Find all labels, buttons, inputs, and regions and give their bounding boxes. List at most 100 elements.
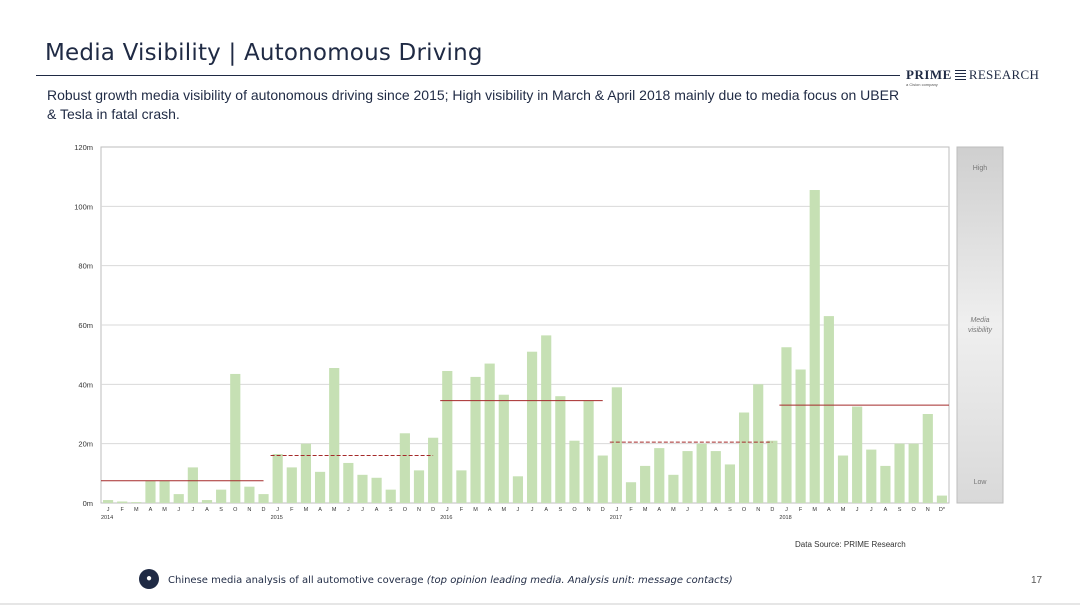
- bar: [668, 475, 678, 503]
- bottom-divider: [0, 603, 1080, 605]
- data-source: Data Source: PRIME Research: [795, 540, 906, 549]
- x-tick-label: N: [587, 507, 591, 513]
- footnote-main: Chinese media analysis of all automotive…: [168, 575, 424, 586]
- x-tick-label: O: [403, 507, 408, 513]
- x-tick-label: M: [162, 507, 167, 513]
- bar: [145, 481, 155, 503]
- x-tick-label: O: [572, 507, 577, 513]
- bar: [188, 467, 198, 503]
- bar: [400, 433, 410, 503]
- scale-middle-label: Media: [970, 317, 989, 324]
- bar: [428, 438, 438, 503]
- x-tick-label: S: [728, 507, 732, 513]
- bar: [810, 190, 820, 503]
- scale-middle-label-2: visibility: [968, 327, 993, 334]
- year-label: 2018: [779, 515, 791, 521]
- x-tick-label: J: [107, 507, 110, 513]
- x-tick-label: M: [643, 507, 648, 513]
- bar: [131, 502, 141, 503]
- bar: [711, 451, 721, 503]
- year-label: 2017: [610, 515, 622, 521]
- bar: [640, 466, 650, 503]
- x-tick-label: O: [233, 507, 238, 513]
- bar: [244, 487, 254, 503]
- x-tick-label: J: [785, 507, 788, 513]
- x-tick-label: A: [375, 507, 379, 513]
- bar: [230, 374, 240, 503]
- bar: [555, 396, 565, 503]
- bar: [838, 456, 848, 503]
- visibility-scale-panel: [957, 147, 1003, 503]
- bar: [315, 472, 325, 503]
- bar: [824, 316, 834, 503]
- x-tick-label: A: [884, 507, 888, 513]
- x-tick-label: M: [304, 507, 309, 513]
- x-tick-label: J: [177, 507, 180, 513]
- x-tick-label: N: [417, 507, 421, 513]
- y-tick-label: 20m: [78, 440, 93, 449]
- scale-low-label: Low: [974, 479, 988, 486]
- x-tick-label: M: [671, 507, 676, 513]
- x-tick-label: J: [361, 507, 364, 513]
- bar: [329, 368, 339, 503]
- x-tick-label: J: [686, 507, 689, 513]
- x-tick-label: J: [856, 507, 859, 513]
- bar: [796, 370, 806, 504]
- bar: [160, 481, 170, 503]
- scale-high-label: High: [973, 165, 988, 172]
- bar: [739, 413, 749, 503]
- x-tick-label: A: [318, 507, 322, 513]
- bar: [513, 476, 523, 503]
- x-tick-label: D: [770, 507, 774, 513]
- footnote: Chinese media analysis of all automotive…: [168, 575, 733, 586]
- bar: [852, 407, 862, 503]
- x-tick-label: J: [276, 507, 279, 513]
- x-tick-label: F: [290, 507, 294, 513]
- bar: [357, 475, 367, 503]
- x-tick-label: M: [841, 507, 846, 513]
- bar: [442, 371, 452, 503]
- x-tick-label: A: [544, 507, 548, 513]
- bar: [258, 494, 268, 503]
- x-tick-label: J: [615, 507, 618, 513]
- x-tick-label: A: [205, 507, 209, 513]
- x-tick-label: J: [531, 507, 534, 513]
- bar: [654, 448, 664, 503]
- bar: [866, 450, 876, 503]
- x-tick-label: D: [431, 507, 435, 513]
- bar: [343, 463, 353, 503]
- x-tick-label: D*: [939, 507, 946, 513]
- bar: [612, 387, 622, 503]
- bar: [697, 444, 707, 503]
- bar: [117, 502, 127, 503]
- x-tick-label: N: [756, 507, 760, 513]
- x-tick-label: N: [247, 507, 251, 513]
- bar: [414, 470, 424, 503]
- x-tick-label: M: [332, 507, 337, 513]
- x-tick-label: M: [812, 507, 817, 513]
- x-tick-label: J: [700, 507, 703, 513]
- bar: [781, 347, 791, 503]
- y-tick-label: 40m: [78, 380, 93, 389]
- x-tick-label: J: [347, 507, 350, 513]
- bar: [682, 451, 692, 503]
- y-tick-label: 80m: [78, 262, 93, 271]
- x-tick-label: J: [870, 507, 873, 513]
- x-tick-label: S: [898, 507, 902, 513]
- bar: [174, 494, 184, 503]
- x-tick-label: F: [799, 507, 803, 513]
- bar: [287, 467, 297, 503]
- bar: [626, 482, 636, 503]
- x-tick-label: M: [502, 507, 507, 513]
- x-tick-label: N: [926, 507, 930, 513]
- bar: [202, 500, 212, 503]
- bar: [767, 441, 777, 503]
- x-tick-label: D: [262, 507, 266, 513]
- x-tick-label: A: [657, 507, 661, 513]
- bar: [456, 470, 466, 503]
- x-tick-label: J: [191, 507, 194, 513]
- bar: [937, 496, 947, 503]
- x-tick-label: A: [149, 507, 153, 513]
- x-tick-label: O: [912, 507, 917, 513]
- y-tick-label: 0m: [83, 499, 93, 508]
